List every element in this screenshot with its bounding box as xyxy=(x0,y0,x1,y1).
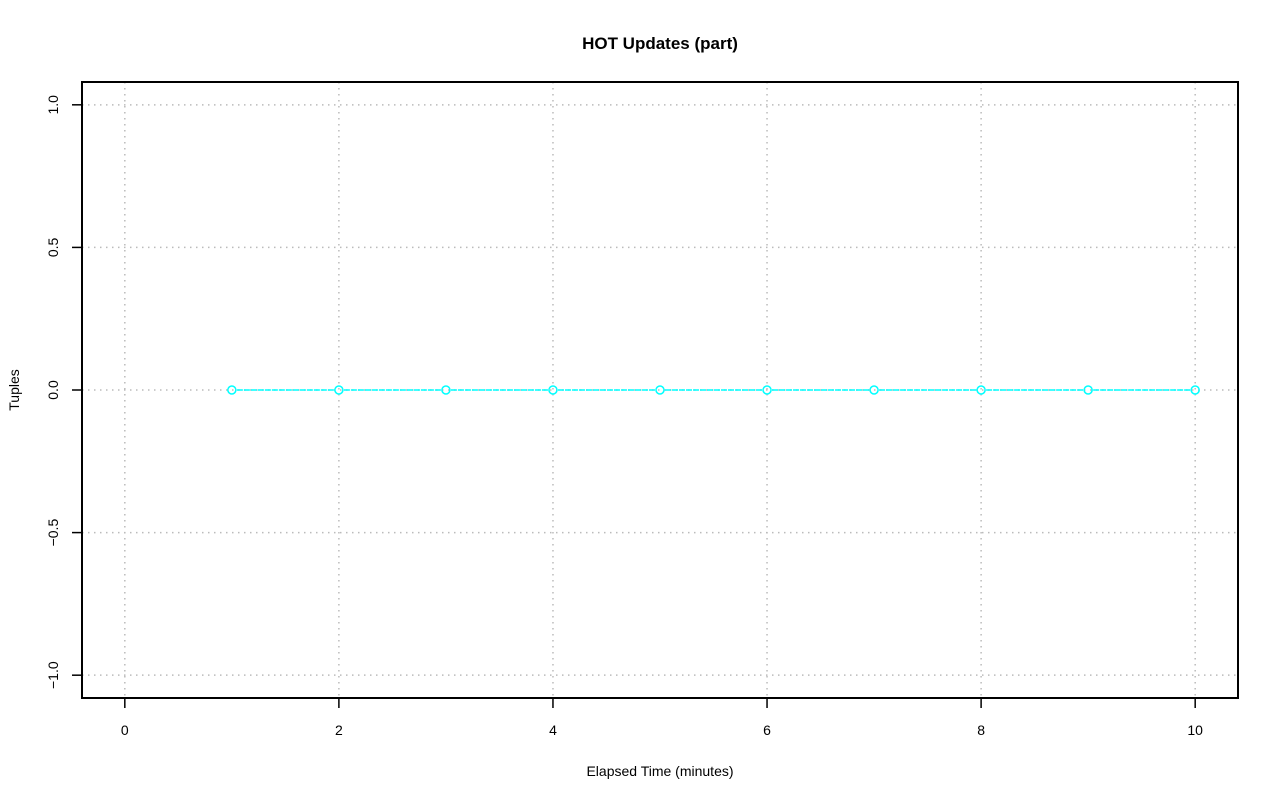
y-axis: −1.0 −0.5 0.0 0.5 1.0 xyxy=(45,95,82,689)
y-tick-label: 0.0 xyxy=(45,380,61,400)
data-point xyxy=(1190,385,1200,395)
x-tick-label: 8 xyxy=(977,722,985,738)
y-tick-label: −1.0 xyxy=(45,661,61,689)
grid xyxy=(82,82,1238,698)
data-point xyxy=(655,385,665,395)
data-point xyxy=(869,385,879,395)
data-point xyxy=(1083,385,1093,395)
y-tick-label: −0.5 xyxy=(45,519,61,547)
y-tick-label: 1.0 xyxy=(45,95,61,115)
data-point xyxy=(441,385,451,395)
data-point xyxy=(548,385,558,395)
chart-title: HOT Updates (part) xyxy=(582,34,738,53)
x-tick-label: 6 xyxy=(763,722,771,738)
data-point xyxy=(976,385,986,395)
x-tick-label: 4 xyxy=(549,722,557,738)
y-axis-label: Tuples xyxy=(6,369,22,411)
y-tick-label: 0.5 xyxy=(45,237,61,257)
series xyxy=(227,385,1200,395)
data-point xyxy=(762,385,772,395)
x-axis: 0 2 4 6 8 10 xyxy=(121,698,1203,738)
x-tick-label: 10 xyxy=(1187,722,1203,738)
data-point xyxy=(227,385,237,395)
x-tick-label: 0 xyxy=(121,722,129,738)
x-tick-label: 2 xyxy=(335,722,343,738)
data-point xyxy=(334,385,344,395)
x-axis-label: Elapsed Time (minutes) xyxy=(586,763,733,779)
